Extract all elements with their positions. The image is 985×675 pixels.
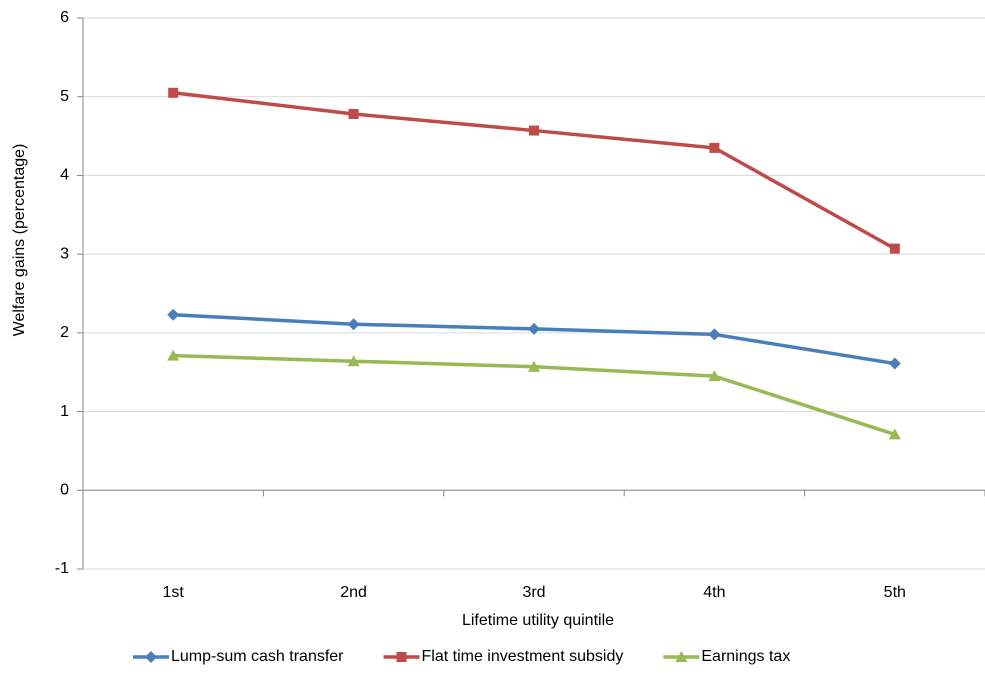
y-tick-label: 1 (60, 403, 69, 420)
y-tick-label: 0 (60, 482, 69, 499)
marker (888, 428, 901, 440)
x-tick-label: 4th (703, 584, 725, 601)
marker (708, 328, 721, 341)
x-tick-label: 3rd (522, 584, 545, 601)
y-tick-label: 2 (60, 324, 69, 341)
y-tick-label: 4 (60, 167, 69, 184)
legend-label: Earnings tax (701, 648, 790, 665)
marker (888, 357, 901, 370)
legend-label: Lump-sum cash transfer (171, 648, 344, 665)
marker (396, 652, 407, 662)
marker (528, 360, 540, 372)
marker (348, 109, 359, 120)
x-tick-label: 1st (163, 584, 185, 601)
marker (708, 370, 721, 382)
y-axis-title: Welfare gains (percentage) (11, 144, 28, 337)
x-tick-label: 2nd (340, 584, 367, 601)
marker (167, 308, 180, 321)
legend-label: Flat time investment subsidy (422, 648, 624, 665)
marker (145, 651, 157, 663)
marker (528, 322, 540, 335)
series-line (172, 91, 896, 251)
marker (167, 349, 180, 361)
y-tick-label: 6 (60, 9, 69, 26)
marker (675, 651, 688, 662)
y-tick-label: 3 (60, 245, 69, 262)
marker (168, 87, 179, 98)
marker (889, 243, 900, 254)
marker (709, 142, 720, 153)
marker (347, 355, 360, 367)
x-tick-label: 5th (884, 584, 906, 601)
y-tick-label: 5 (60, 88, 69, 105)
x-axis-title: Lifetime utility quintile (462, 612, 614, 629)
marker (529, 125, 539, 136)
y-tick-label: -1 (55, 560, 69, 577)
series-line (173, 313, 896, 366)
marker (347, 318, 360, 331)
